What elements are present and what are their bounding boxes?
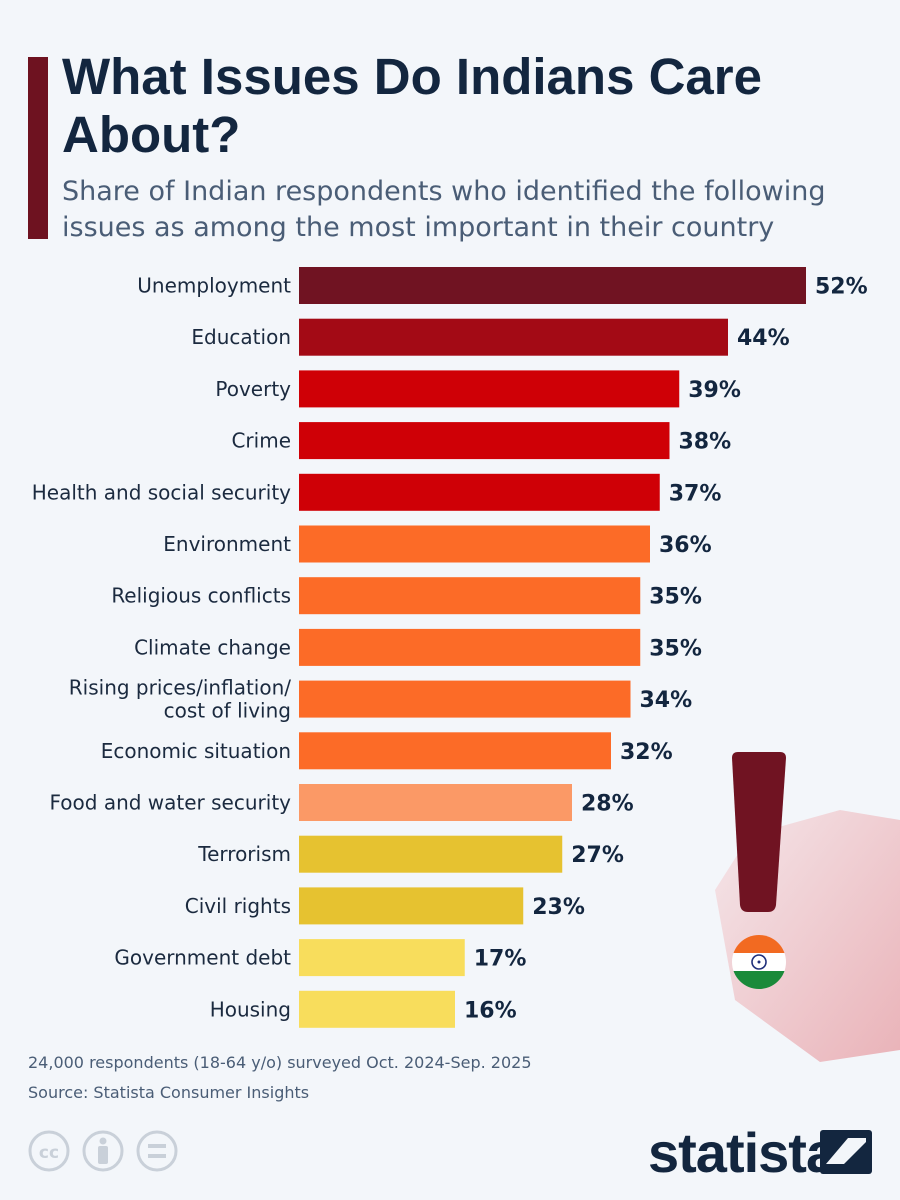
statista-logo-icon	[820, 1130, 872, 1174]
category-label: Government debt	[114, 946, 291, 970]
value-label: 44%	[737, 326, 790, 351]
category-label: Religious conflicts	[111, 584, 291, 608]
value-label: 52%	[815, 275, 868, 300]
statista-logo[interactable]: statista	[648, 1121, 837, 1184]
category-label: Poverty	[215, 377, 291, 401]
exclamation-icon	[732, 752, 786, 912]
category-label: Civil rights	[185, 894, 291, 918]
category-label: Environment	[163, 532, 291, 556]
category-label-line: Health and social security	[32, 480, 291, 504]
category-label: Crime	[231, 429, 291, 453]
svg-text:cc: cc	[39, 1143, 59, 1163]
value-label: 17%	[474, 947, 527, 972]
category-label: Housing	[210, 997, 291, 1021]
value-label: 27%	[571, 843, 624, 868]
bar	[299, 422, 670, 460]
value-label: 38%	[679, 430, 732, 455]
chart-title: What Issues Do Indians Care About?	[62, 48, 763, 163]
category-label-line: Crime	[231, 429, 291, 453]
category-label-line: Economic situation	[101, 739, 291, 763]
category-label-line: Climate change	[134, 635, 291, 659]
category-label: Terrorism	[197, 842, 291, 866]
value-label: 23%	[532, 895, 585, 920]
category-label-line: Environment	[163, 532, 291, 556]
cc-icon[interactable]: cc	[28, 1130, 70, 1172]
bar	[299, 990, 455, 1028]
category-label: Climate change	[134, 635, 291, 659]
footnote: 24,000 respondents (18-64 y/o) surveyed …	[28, 1048, 532, 1108]
category-label: Economic situation	[101, 739, 291, 763]
value-label: 39%	[688, 378, 741, 403]
category-label-line: Education	[191, 325, 291, 349]
bar	[299, 732, 611, 770]
decorative-graphic	[715, 752, 900, 1062]
category-label: Education	[191, 325, 291, 349]
category-label-line: Housing	[210, 997, 291, 1021]
value-label: 35%	[649, 585, 702, 610]
category-label-line: Rising prices/inflation/	[69, 676, 291, 700]
footnote-source: Source: Statista Consumer Insights	[28, 1083, 310, 1102]
bar	[299, 267, 806, 304]
value-label: 28%	[581, 792, 634, 817]
bar	[299, 473, 660, 511]
value-label: 32%	[620, 740, 673, 765]
category-label: Food and water security	[50, 791, 292, 815]
footnote-survey: 24,000 respondents (18-64 y/o) surveyed …	[28, 1053, 532, 1072]
no-derivatives-icon[interactable]	[136, 1130, 178, 1172]
category-label: Unemployment	[137, 274, 291, 298]
bar	[299, 887, 524, 925]
category-label-line: Terrorism	[197, 842, 291, 866]
accent-bar	[28, 57, 48, 239]
india-flag-icon	[732, 935, 786, 989]
attribution-icon[interactable]	[82, 1130, 124, 1172]
category-label-line: Government debt	[114, 946, 291, 970]
license-icons: cc	[28, 1130, 178, 1172]
bar	[299, 784, 572, 821]
category-label-line: Religious conflicts	[111, 584, 291, 608]
chart-subtitle: Share of Indian respondents who identifi…	[62, 176, 826, 243]
category-label-line: Poverty	[215, 377, 291, 401]
bar	[299, 835, 563, 873]
bar	[299, 680, 631, 718]
bar-chart: Unemployment 52% Education 44% Poverty 39% Cri…	[32, 267, 868, 1028]
bar	[299, 370, 680, 408]
category-label-line: Unemployment	[137, 274, 291, 298]
value-label: 16%	[464, 998, 517, 1023]
bar	[299, 577, 641, 615]
value-label: 37%	[669, 481, 722, 506]
category-label: Rising prices/inflation/cost of living	[69, 676, 291, 723]
value-label: 34%	[640, 688, 693, 713]
bar	[299, 939, 465, 977]
bar	[299, 525, 650, 563]
bar	[299, 628, 641, 666]
value-label: 36%	[659, 533, 712, 558]
category-label-line: cost of living	[164, 699, 291, 723]
category-label-line: Civil rights	[185, 894, 291, 918]
bar	[299, 318, 728, 356]
category-label: Health and social security	[32, 480, 291, 504]
category-label-line: Food and water security	[50, 791, 292, 815]
value-label: 35%	[649, 636, 702, 661]
